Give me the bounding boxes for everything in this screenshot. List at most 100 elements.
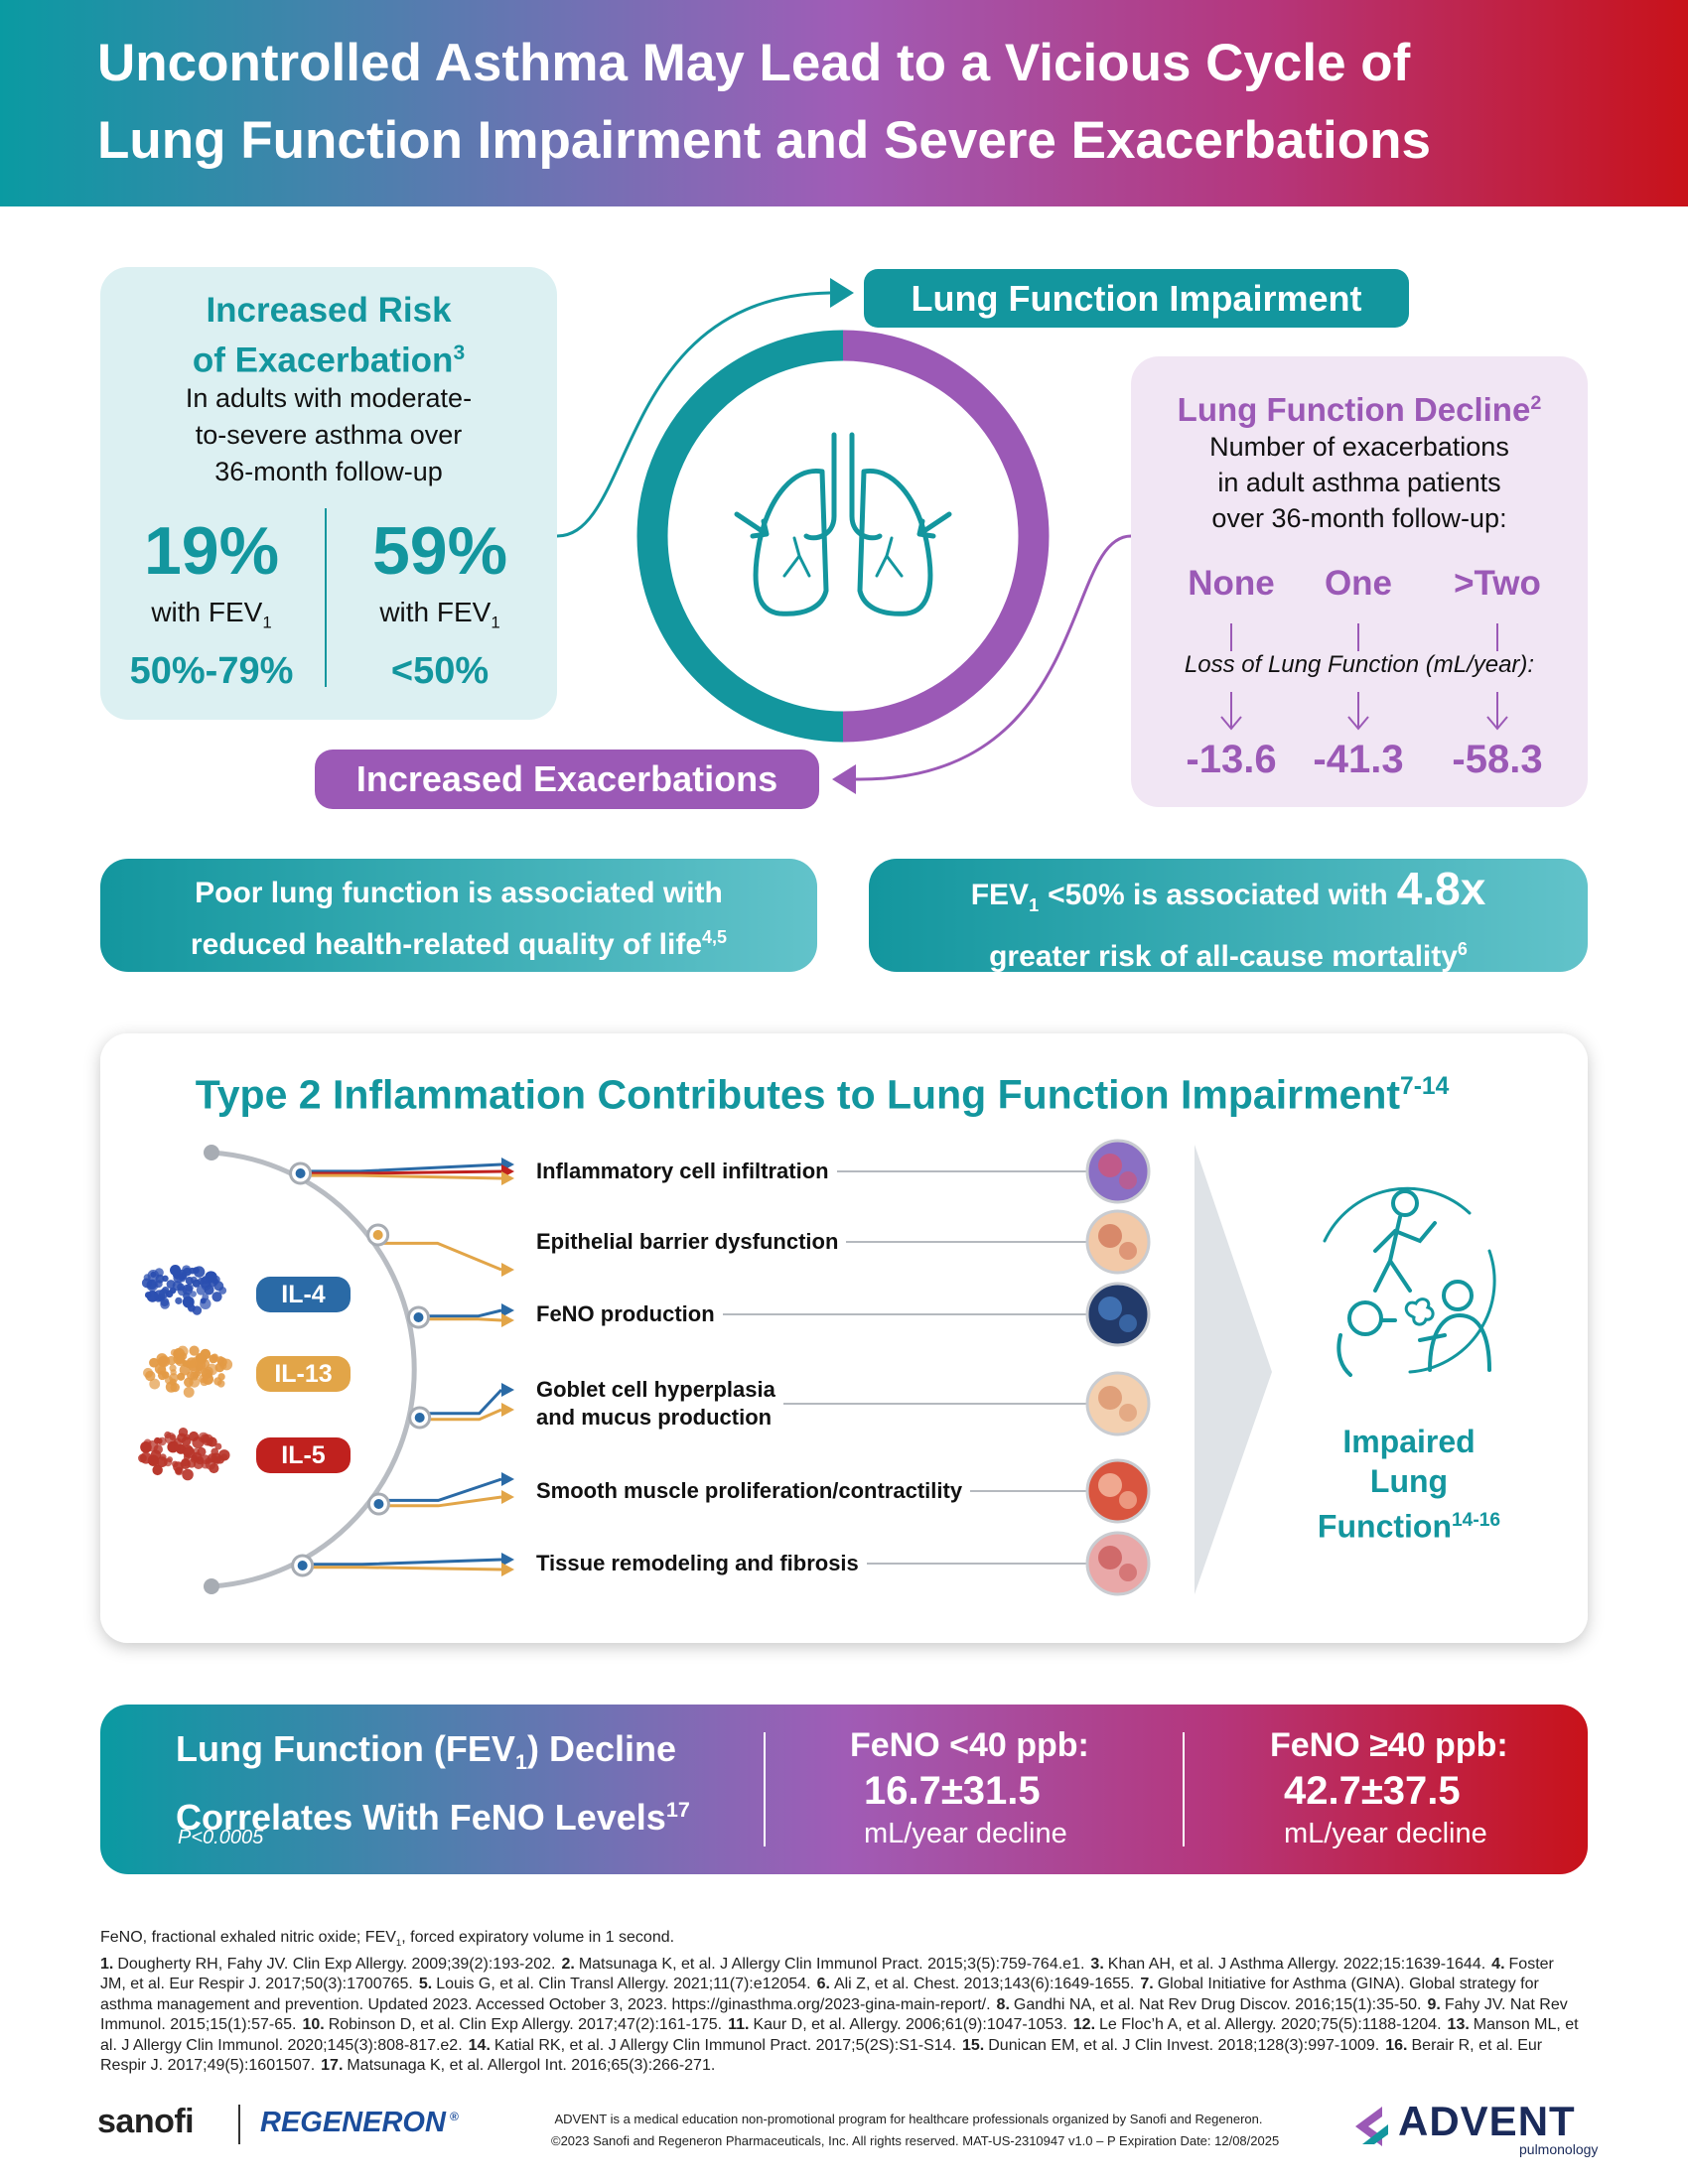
arrowhead bbox=[501, 1563, 514, 1576]
stat-label: with FEV1 bbox=[107, 591, 316, 645]
cytokine-pill bbox=[256, 1277, 351, 1312]
reference: 3 bbox=[453, 341, 466, 364]
reference-number: 7. bbox=[1140, 1976, 1154, 1993]
lungs-icon bbox=[734, 432, 952, 616]
path bbox=[1418, 1312, 1491, 1372]
reference: 17 bbox=[665, 1797, 690, 1823]
effect-icon-detail bbox=[1098, 1386, 1122, 1410]
reference-text: Gandhi NA, et al. Nat Rev Drug Discov. 2… bbox=[1013, 1995, 1422, 2013]
footnotes: FeNO, fractional exhaled nitric oxide; F… bbox=[100, 1928, 1582, 2077]
protein-blob bbox=[175, 1297, 183, 1304]
callout-text: Poor lung function is associated with re… bbox=[100, 871, 817, 967]
advent-mark bbox=[1362, 2124, 1388, 2144]
text-line: Epithelial barrier dysfunction bbox=[536, 1228, 847, 1256]
text-line: and mucus production bbox=[536, 1404, 783, 1432]
reference-text: Le Floc’h A, et al. Allergy. 2020;75(5):… bbox=[1099, 2016, 1442, 2034]
protein-blob bbox=[152, 1464, 163, 1476]
protein-blob bbox=[206, 1438, 213, 1446]
path bbox=[1220, 692, 1508, 731]
path bbox=[753, 468, 829, 616]
advent-logo: ADVENT bbox=[1398, 2098, 1576, 2144]
text: ) Decline bbox=[526, 1728, 676, 1769]
reference: 2 bbox=[1530, 392, 1542, 414]
reference-item: 11. Kaur D, et al. Allergy. 2006;61(9):10… bbox=[728, 2016, 1067, 2033]
cytokine-label: IL-13 bbox=[274, 1360, 333, 1388]
divider bbox=[325, 508, 327, 687]
protein-blob bbox=[196, 1285, 207, 1296]
reference-item: 4. Foster JM, et al. Eur Respir J. 2017;5… bbox=[100, 1956, 1554, 1993]
title-line: of Exacerbation bbox=[192, 341, 454, 380]
reference-item: 1. Dougherty RH, Fahy JV. Clin Exp Allerg… bbox=[100, 1956, 555, 1973]
text-line: ©2023 Sanofi and Regeneron Pharmaceutica… bbox=[551, 2133, 1280, 2148]
stat: 59% with FEV1 <50% bbox=[336, 511, 544, 697]
reference-number: 10. bbox=[302, 2016, 325, 2034]
flow-arrow bbox=[418, 1317, 502, 1322]
protein-blob bbox=[138, 1453, 147, 1463]
stat: 19% with FEV1 50%-79% bbox=[107, 511, 316, 697]
cytokine-pill bbox=[256, 1437, 351, 1473]
protein-blob bbox=[166, 1280, 176, 1290]
effect-icon-detail bbox=[1119, 1242, 1137, 1260]
path bbox=[1230, 623, 1498, 651]
subscript: 1 bbox=[395, 1938, 402, 1950]
stat-value: 59% bbox=[371, 513, 508, 589]
text-line: Correlates With FeNO Levels17 bbox=[176, 1786, 690, 1842]
category: >Two bbox=[1454, 564, 1541, 603]
reference-text: Khan AH, et al. J Asthma Allergy. 2022;1… bbox=[1107, 1955, 1486, 1973]
protein-blob bbox=[160, 1297, 170, 1306]
text-line: greater risk of all-cause mortality6 bbox=[869, 929, 1588, 977]
protein-blob bbox=[173, 1349, 182, 1358]
effect-icon-detail bbox=[1119, 1564, 1137, 1581]
decline-description: Number of exacerbations in adult asthma … bbox=[1131, 429, 1588, 536]
decline-value: -58.3 bbox=[1452, 738, 1543, 781]
arc-dot-core bbox=[373, 1499, 384, 1509]
decline-value: -41.3 bbox=[1313, 738, 1404, 781]
reference: 14-16 bbox=[1452, 1510, 1501, 1531]
protein-blob bbox=[201, 1276, 210, 1285]
group-value: 16.7±31.5 bbox=[864, 1769, 1041, 1813]
callout-pill bbox=[100, 859, 817, 972]
reference-text: Fahy JV. Nat Rev Immunol. 2015;15(1):57-… bbox=[100, 1995, 1568, 2034]
protein-blob bbox=[183, 1267, 192, 1277]
effect-label: Goblet cell hyperplasia and mucus product… bbox=[536, 1376, 783, 1432]
stat-label: with FEV bbox=[379, 597, 492, 627]
protein-blob bbox=[195, 1352, 207, 1364]
protein-blob bbox=[189, 1345, 200, 1356]
reference-number: 16. bbox=[1385, 2036, 1408, 2054]
cycle-arrow bbox=[855, 534, 1132, 781]
path bbox=[857, 468, 933, 616]
reference-number: 13. bbox=[1447, 2016, 1470, 2034]
reference-number: 11. bbox=[728, 2016, 750, 2034]
effect-icon-detail bbox=[1119, 1171, 1137, 1189]
protein-blob bbox=[190, 1291, 197, 1297]
decline-title: Lung Function Decline bbox=[1177, 391, 1531, 428]
arrowhead bbox=[501, 1553, 514, 1567]
protein-blob bbox=[179, 1352, 188, 1360]
reference-item: 2. Matsunaga K, et al. J Allergy Clin Imm… bbox=[561, 1956, 1084, 1973]
feno-title: Lung Function (FEV1) Decline Correlates … bbox=[176, 1725, 690, 1842]
pill-label: Increased Exacerbations bbox=[355, 758, 778, 799]
reference-text: Manson ML, et al. J Allergy Clin Immunol… bbox=[100, 2016, 1579, 2054]
decline-value: -13.6 bbox=[1186, 738, 1277, 781]
cycle-ring bbox=[842, 330, 1050, 743]
cycle-ring bbox=[636, 330, 844, 743]
effect-icon-detail bbox=[1119, 1491, 1137, 1509]
cytokine-icons bbox=[138, 1264, 233, 1481]
outcome-icon bbox=[1323, 1186, 1496, 1377]
protein-blob bbox=[208, 1453, 217, 1463]
arc-dot-core bbox=[297, 1561, 308, 1570]
text: greater risk of all-cause mortality bbox=[989, 940, 1458, 973]
p-value: P<0.0005 bbox=[178, 1827, 264, 1848]
protein-blob bbox=[209, 1463, 219, 1474]
path bbox=[1373, 1215, 1437, 1293]
category: None bbox=[1188, 564, 1275, 603]
protein-blob bbox=[202, 1373, 214, 1385]
flow-arrow bbox=[378, 1495, 502, 1508]
subscript: 1 bbox=[491, 613, 500, 632]
protein-blob bbox=[186, 1357, 198, 1369]
path bbox=[734, 511, 952, 539]
effect-icon-detail bbox=[1098, 1154, 1122, 1177]
callout-text: FEV1 <50% is associated with 4.8x greater … bbox=[869, 865, 1588, 977]
effect-icon-detail bbox=[1098, 1297, 1122, 1320]
